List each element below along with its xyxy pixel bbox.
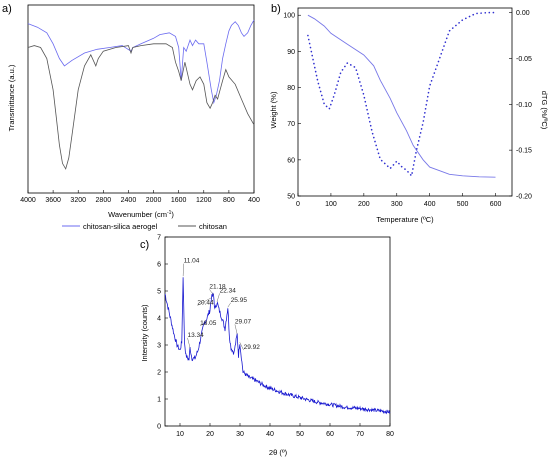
c-xtick-label-2: 30	[236, 431, 244, 438]
panel-c-label: c)	[140, 239, 149, 251]
panel-b-ylabel: Weight (%)	[269, 91, 278, 128]
c-annotation-leader-4	[209, 289, 214, 296]
b-xtick-label-5: 500	[457, 201, 469, 208]
panel-b-label: b)	[271, 3, 281, 15]
c-annotation-label-5: 22.34	[220, 287, 237, 294]
panel-a-xlabel-end: )	[171, 210, 174, 219]
c-xtick-label-3: 40	[266, 431, 274, 438]
a-xtick-label-3: 2800	[96, 197, 112, 204]
c-xtick-label-4: 50	[296, 431, 304, 438]
b-series-line-0	[307, 14, 496, 178]
panel-b-ylabel-right: dTG (%/ºC)	[540, 91, 549, 130]
c-annotation-leader-1	[187, 337, 191, 348]
a-xtick-label-6: 1600	[171, 197, 187, 204]
panel-c-xlabel: 2θ (º)	[269, 448, 288, 457]
panel-c-ylabel: Intensity (counts)	[140, 304, 149, 362]
panel-a-label: a)	[2, 3, 12, 15]
panel-a-xlabel: Wavenumber (cm-1)	[108, 210, 174, 219]
b-ytick-right-label-1: -0.05	[516, 56, 532, 63]
legend-label-chitosan: chitosan	[199, 222, 227, 231]
panel-a-x-ticks: 4000 3600 3200 2800 2400 2000 1600 1200 800 400	[20, 190, 260, 204]
c-xtick-label-7: 80	[386, 431, 394, 438]
c-annotation-label-2: 18.05	[200, 320, 217, 327]
b-ytick-right-label-0: 0.00	[516, 10, 530, 17]
c-annotation-leader-8	[239, 342, 244, 351]
legend-label-aerogel: chitosan-silica aerogel	[83, 222, 158, 231]
panel-a-frame	[27, 4, 255, 194]
panel-a-ylabel: Transmittance (a.u.)	[7, 64, 16, 131]
b-xtick-label-1: 100	[325, 201, 337, 208]
a-xtick-label-0: 4000	[20, 197, 36, 204]
panel-b-ticks: 0 100 200 300 400 500 600 50 60 70 80 90 100 0.00 -0.0…	[283, 10, 532, 208]
c-annotation-label-1: 13.34	[188, 332, 205, 339]
a-xtick-label-4: 2400	[121, 197, 137, 204]
b-xtick-label-2: 200	[358, 201, 370, 208]
c-ytick-label-1: 1	[157, 397, 161, 404]
b-xtick-label-3: 300	[391, 201, 403, 208]
a-xtick-label-5: 2000	[146, 197, 162, 204]
a-series-line-0	[27, 19, 255, 105]
a-xtick-label-7: 1200	[196, 197, 212, 204]
panel-c-xrd: c) Intensity (counts) 10 20 30 40 50 60 70 8001…	[140, 235, 394, 458]
panel-b-series	[307, 11, 497, 178]
b-ytick-right-label-3: -0.15	[516, 148, 532, 155]
panel-b-xlabel: Temperature (ºC)	[376, 215, 434, 224]
c-annotation-label-3: 20.44	[197, 300, 214, 307]
a-xtick-label-2: 3200	[70, 197, 86, 204]
panel-c-frame	[164, 236, 391, 427]
b-xtick-label-6: 600	[490, 201, 502, 208]
c-ytick-label-3: 3	[157, 343, 161, 350]
c-annotation-label-0: 11.04	[184, 258, 200, 265]
b-ytick-label-2: 70	[287, 121, 295, 128]
panel-c-series	[164, 277, 391, 415]
b-series-line-1	[307, 11, 497, 178]
c-ytick-label-6: 6	[157, 262, 161, 269]
c-series-line-0	[164, 277, 391, 415]
c-annotation-label-4: 21.18	[209, 283, 226, 290]
b-xtick-label-4: 400	[424, 201, 436, 208]
panel-a-legend: chitosan-silica aerogel chitosan	[62, 222, 227, 231]
panel-a-ftir: a) Transmittance (a.u.) 4000 3600 3200 2800…	[2, 3, 260, 231]
c-annotation-leader-5	[216, 293, 220, 302]
panel-b-tga: b) Weight (%) dTG (%/ºC) 0 100 200 300 400 50…	[269, 3, 549, 224]
c-xtick-label-1: 20	[206, 431, 214, 438]
c-annotation-leader-3	[197, 297, 212, 306]
c-ytick-label-5: 5	[157, 289, 161, 296]
panel-a-series	[27, 19, 255, 170]
b-ytick-right-label-4: -0.20	[516, 194, 532, 201]
panel-a-xlabel-sup: -1	[167, 210, 172, 216]
c-xtick-label-6: 70	[356, 431, 364, 438]
c-ytick-label-4: 4	[157, 316, 161, 323]
c-annotation-leader-6	[227, 302, 231, 308]
c-annotation-leader-2	[199, 323, 205, 326]
c-annotation-label-7: 29.07	[235, 318, 252, 325]
a-series-line-1	[27, 43, 255, 170]
c-ytick-label-0: 0	[157, 424, 161, 431]
c-annotation-leader-7	[234, 324, 238, 335]
panel-c-ticks: 10 20 30 40 50 60 70 80 0 1 2 3 4 5 6 7	[157, 235, 394, 439]
c-ytick-label-2: 2	[157, 370, 161, 377]
c-xtick-label-0: 10	[176, 431, 184, 438]
b-ytick-label-5: 100	[283, 13, 295, 20]
b-ytick-label-0: 50	[287, 194, 295, 201]
a-xtick-label-1: 3600	[45, 197, 61, 204]
panel-a-xlabel-main: Wavenumber (cm	[108, 210, 167, 219]
c-xtick-label-5: 60	[326, 431, 334, 438]
c-annotation-label-6: 25.95	[231, 297, 248, 304]
b-ytick-label-3: 80	[287, 85, 295, 92]
c-ytick-label-7: 7	[157, 235, 161, 242]
a-xtick-label-9: 400	[248, 197, 260, 204]
panel-b-frame	[297, 7, 513, 197]
b-ytick-right-label-2: -0.10	[516, 102, 532, 109]
b-ytick-label-1: 60	[287, 157, 295, 164]
c-annotation-label-8: 29.92	[244, 344, 261, 351]
a-xtick-label-8: 800	[223, 197, 235, 204]
b-xtick-label-0: 0	[296, 201, 300, 208]
b-ytick-label-4: 90	[287, 49, 295, 56]
